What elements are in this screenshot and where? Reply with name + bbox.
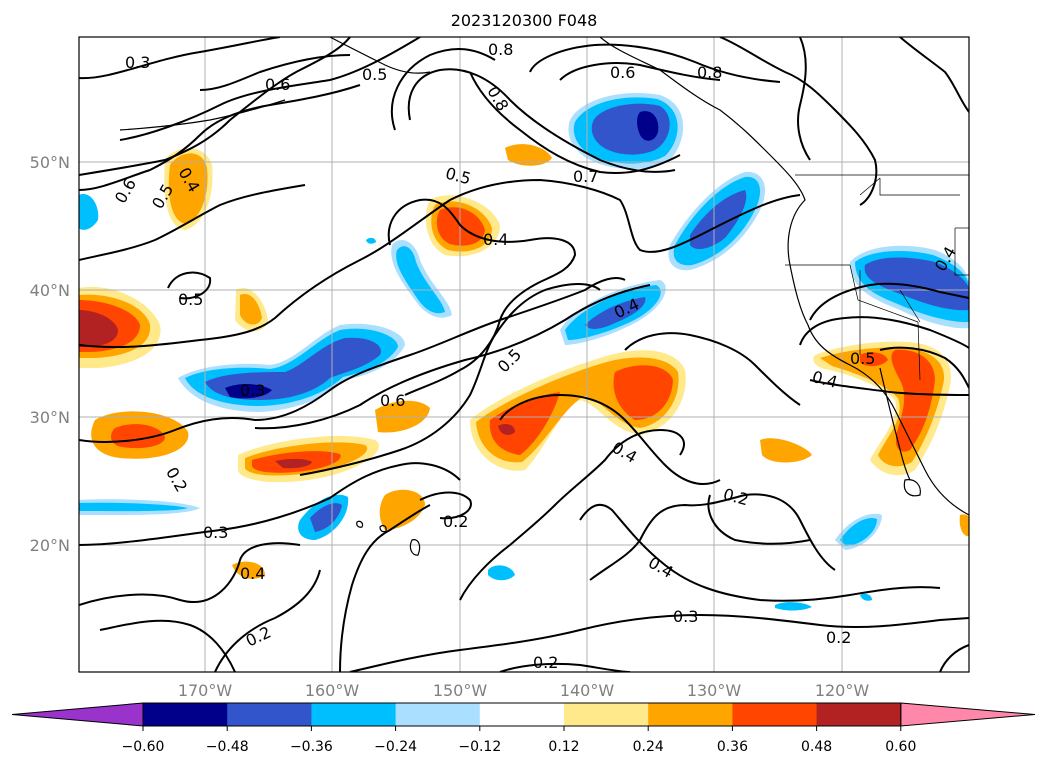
colorbar: −0.60 −0.48 −0.36 −0.24 −0.12 0.12 0.24 0.36 0.4… [11,702,1036,755]
lon-label-120w: 120°W [815,681,870,700]
colorbar-segment [227,703,312,726]
colorbar-tick-label: −0.24 [374,739,417,755]
contour-label: 0.6 [380,391,405,410]
colorbar-extend-high [900,702,1036,727]
colorbar-segment [479,703,565,726]
contour-label: 0.4 [240,564,265,583]
map-frame [78,36,970,673]
contour-label: 0.4 [483,230,508,249]
colorbar-tick-label: 0.12 [548,739,579,755]
longitude-labels: 170°W 160°W 150°W 140°W 130°W 120°W [178,681,870,700]
colorbar-segment [143,703,228,726]
latitude-labels: 50°N 40°N 30°N 20°N [30,153,70,555]
contour-label: 0.7 [573,167,598,186]
colorbar-tick-label: −0.12 [458,739,501,755]
gridlines [79,37,969,672]
contour-lines [79,37,969,672]
contour-label: 0.5 [178,290,203,309]
lat-label-20n: 20°N [30,536,70,555]
colorbar-frame [142,702,902,727]
map-area: 0.3 0.6 0.5 0.8 0.6 0.8 0.8 0.6 0.5 0.4 … [79,37,969,672]
contour-label: 0.3 [240,381,265,400]
lat-label-40n: 40°N [30,281,70,300]
lon-label-140w: 140°W [560,681,615,700]
lon-label-130w: 130°W [687,681,742,700]
colorbar-segment [395,703,481,726]
lat-label-50n: 50°N [30,153,70,172]
colorbar-tick-label: 0.60 [885,739,916,755]
colorbar-segment [648,703,733,726]
contour-label: 0.3 [125,53,150,72]
colorbar-tick-label: 0.36 [717,739,748,755]
colorbar-tick-label: 0.24 [633,739,664,755]
contour-label: 0.2 [533,653,558,672]
lon-label-160w: 160°W [305,681,360,700]
colorbar-tick-label: −0.60 [122,739,165,755]
contour-label: 0.2 [443,512,468,531]
contour-label: 0.3 [673,607,698,626]
colorbar-tick-label: 0.48 [801,739,832,755]
colorbar-segment [816,703,902,726]
contour-label: 0.8 [488,40,513,59]
lat-label-30n: 30°N [30,408,70,427]
colorbar-segment [732,703,818,726]
colorbar-tick-label: −0.36 [290,739,333,755]
contour-label: 0.5 [850,349,875,368]
coastlines [119,37,969,556]
anomaly-shading [79,92,969,611]
contour-label: 0.6 [265,75,290,94]
contour-label: 0.5 [362,65,387,84]
lon-label-170w: 170°W [178,681,233,700]
colorbar-extend-low [11,702,144,727]
map-title: 2023120300 F048 [451,11,598,30]
lon-label-150w: 150°W [433,681,488,700]
contour-label: 0.2 [826,628,851,647]
contour-label: 0.3 [203,523,228,542]
colorbar-tick-label: −0.48 [206,739,249,755]
contour-label: 0.8 [697,63,722,82]
colorbar-segment [564,703,649,726]
contour-label: 0.6 [610,63,635,82]
colorbar-segment [311,703,397,726]
